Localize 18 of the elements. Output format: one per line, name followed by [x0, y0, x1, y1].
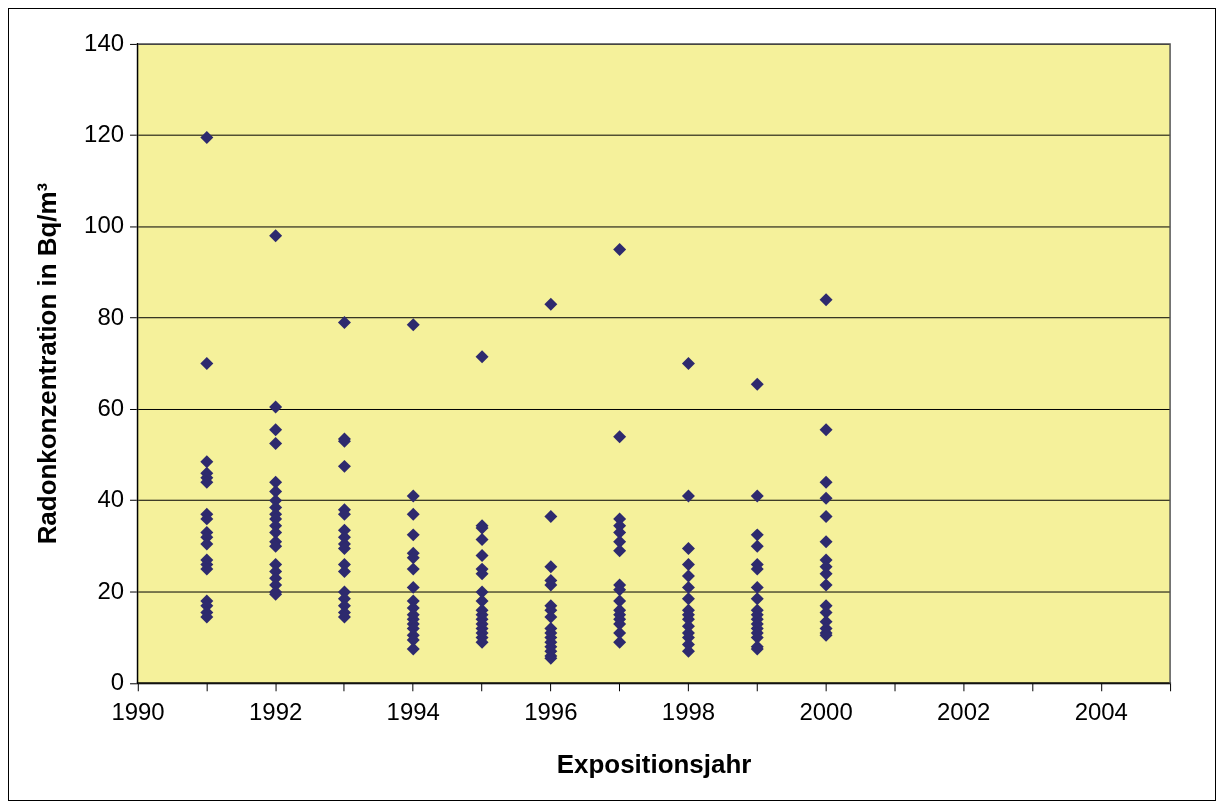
x-axis-title: Expositionsjahr [556, 749, 752, 778]
y-tick-label: 0 [110, 667, 125, 695]
x-tick-label: 1998 [661, 698, 716, 726]
y-tick-label: 80 [97, 302, 125, 330]
y-tick-label: 20 [97, 576, 125, 604]
y-tick-label: 60 [97, 393, 125, 421]
x-tick-label: 2000 [799, 698, 853, 726]
x-tick-label: 1994 [386, 698, 440, 726]
x-tick-label: 1990 [111, 698, 165, 726]
y-tick-label: 100 [84, 211, 125, 239]
x-tick-label: 1996 [524, 698, 578, 726]
y-axis-title: Radonkonzentration in Bq/m³ [32, 182, 61, 545]
x-tick-label: 2002 [937, 698, 991, 726]
x-tick-label: 1992 [248, 698, 303, 726]
y-tick-label: 140 [84, 28, 125, 56]
x-tick-label: 2004 [1074, 698, 1128, 726]
y-tick-label: 120 [84, 119, 125, 147]
y-tick-label: 40 [97, 485, 125, 513]
